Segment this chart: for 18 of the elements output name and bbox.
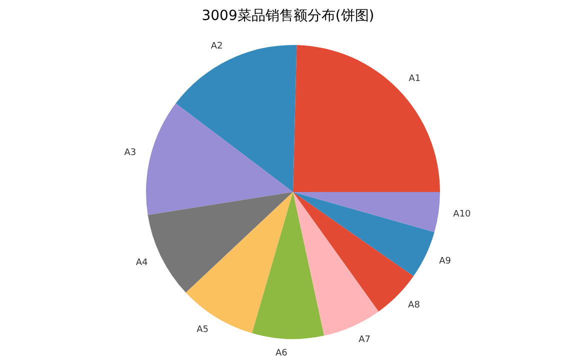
slice-label: A2 [210, 41, 223, 52]
slice-label: A1 [408, 74, 421, 84]
slice-label: A5 [196, 324, 209, 335]
slice-label: A3 [124, 148, 136, 158]
pie-slice [293, 192, 440, 232]
pie-slice [252, 192, 324, 339]
slice-label: A7 [358, 334, 371, 345]
slice-label: A9 [439, 256, 452, 266]
slice-label: A8 [408, 300, 420, 311]
pie-slice [293, 192, 379, 336]
pie-slice [293, 192, 434, 276]
chart-title: 3009菜品销售额分布(饼图) [202, 8, 374, 24]
slice-label: A10 [453, 209, 472, 220]
slice-label: A6 [276, 348, 288, 359]
pie-slice [186, 192, 293, 334]
slice-label: A4 [136, 258, 148, 268]
pie-slice [146, 103, 293, 215]
pie-slice [148, 192, 293, 293]
